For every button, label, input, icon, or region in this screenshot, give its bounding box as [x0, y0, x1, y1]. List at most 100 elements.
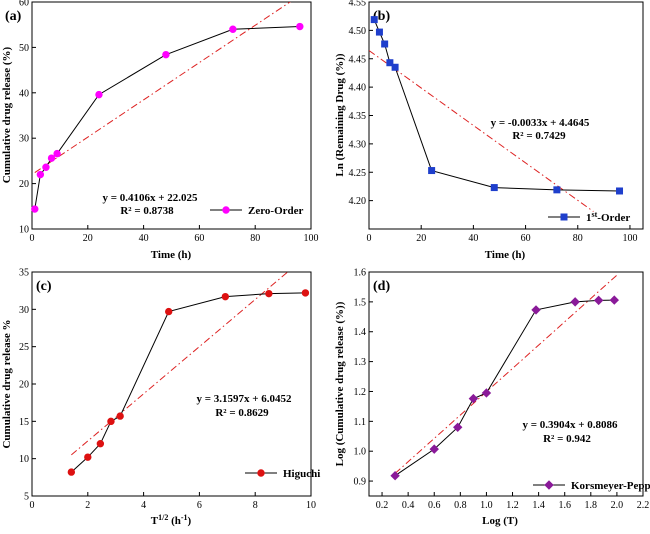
y-tick-label: 10: [19, 454, 29, 465]
y-tick-label: 4.20: [349, 196, 367, 207]
x-tick-label: 100: [304, 233, 319, 244]
plot-frame: [31, 1, 312, 230]
data-point: [481, 388, 492, 398]
y-tick-label: 40: [19, 88, 29, 99]
y-tick-label: 4.25: [349, 168, 367, 179]
y-tick-label: 1.4: [354, 327, 367, 338]
data-point: [116, 412, 124, 420]
x-axis-label: Log (T): [482, 515, 518, 527]
data-point: [570, 297, 580, 307]
data-point: [429, 444, 439, 454]
x-axis-label: Time (h): [485, 249, 526, 261]
panel-d: 0.2 0.4 0.6 0.8 1.0 1.2 1.4 1.6 1.8 2.0 2.2 0.9 1.0 1…: [334, 268, 650, 528]
data-point: [31, 205, 39, 213]
fit-r-squared: R² = 0.7429: [512, 130, 566, 142]
y-tick-label: 4.30: [349, 139, 367, 150]
fit-equation: y = 3.1597x + 6.0452: [196, 393, 292, 405]
legend-marker: [560, 213, 568, 221]
data-point: [265, 289, 273, 298]
x-tick-label: 0: [30, 233, 35, 244]
legend-marker: [257, 469, 265, 477]
y-tick-label: 20: [19, 179, 29, 190]
fit-equation: y = 0.4106x + 22.025: [102, 192, 198, 204]
plot-frame: [368, 1, 644, 230]
data-point: [375, 28, 383, 36]
legend: 1st-Order: [548, 210, 630, 224]
x-tick-label: 60: [194, 233, 204, 244]
y-tick-label: 1.2: [354, 387, 367, 398]
y-tick-label: 0.9: [354, 477, 367, 488]
x-tick-label: 80: [573, 233, 583, 244]
y-tick-label: 25: [19, 342, 29, 353]
x-tick-label: 1.4: [532, 500, 545, 511]
data-point: [229, 25, 237, 33]
panel-label: (a): [5, 9, 22, 24]
data-point: [162, 50, 170, 59]
y-tick-label: 1.6: [354, 268, 367, 279]
y-tick-label: 30: [19, 305, 29, 316]
data-point: [96, 440, 105, 448]
x-tick-label: 6: [197, 500, 202, 511]
fit-line: [369, 50, 594, 212]
x-tick-label: 0.2: [376, 500, 389, 511]
x-tick-label: 0: [367, 233, 372, 244]
y-tick-label: 1.3: [354, 357, 367, 368]
legend-label: 1st-Order: [586, 210, 630, 224]
data-point: [390, 470, 400, 481]
legend-label: Zero-Order: [248, 205, 304, 217]
x-tick-label: 0.8: [454, 500, 467, 511]
legend-marker: [544, 480, 554, 490]
x-tick-label: 10: [306, 500, 316, 511]
data-point: [221, 292, 230, 301]
panel-b: 0 20 40 60 80 100 4.20 4.25 4.30 4.35 4.40 4.45 4.50…: [334, 0, 644, 261]
x-tick-label: 60: [521, 233, 531, 244]
y-axis-label: Ln (Remaining Drug (%)): [334, 53, 346, 176]
panel-label: (c): [36, 279, 52, 294]
data-point: [370, 16, 378, 24]
panel-c: 0 2 4 6 8 10 5 10 15 20 25 30 35 T1/2 (h-1) Cumulative…: [1, 268, 320, 528]
y-tick-label: 50: [19, 43, 29, 54]
x-tick-label: 2.2: [637, 500, 650, 511]
x-tick-label: 2: [85, 500, 90, 511]
data-point: [84, 453, 92, 461]
panel-label: (d): [373, 279, 390, 294]
y-tick-label: 4.45: [349, 54, 367, 65]
data-point: [490, 184, 498, 192]
x-tick-label: 80: [250, 233, 260, 244]
x-tick-label: 4: [141, 500, 146, 511]
data-point: [468, 393, 479, 404]
x-tick-label: 20: [416, 233, 426, 244]
legend-label: Korsmeyer-Peppas: [571, 480, 650, 492]
data-point: [107, 417, 115, 426]
data-point: [47, 154, 56, 162]
fit-equation: y = -0.0033x + 4.4645: [491, 117, 590, 129]
x-tick-label: 40: [468, 233, 478, 244]
series-line: [394, 299, 615, 477]
fit-r-squared: R² = 0.8629: [215, 407, 269, 419]
data-point: [165, 307, 173, 316]
y-tick-label: 5: [24, 492, 29, 503]
data-point: [616, 187, 624, 195]
y-tick-label: 1.5: [354, 297, 367, 308]
y-axis-label: Log (Cumulative drug release (%)): [334, 301, 346, 466]
data-point: [428, 167, 436, 175]
data-point: [95, 90, 103, 99]
x-tick-label: 40: [139, 233, 149, 244]
data-point: [42, 163, 50, 171]
x-tick-label: 1.6: [558, 500, 571, 511]
fit-equation: y = 0.3904x + 0.8086: [522, 419, 618, 431]
fit-line: [394, 274, 618, 474]
fit-r-squared: R² = 0.942: [543, 433, 591, 445]
x-tick-label: 1.0: [480, 500, 493, 511]
y-tick-label: 1.0: [354, 447, 367, 458]
series-line: [71, 292, 306, 473]
x-tick-label: 1.2: [506, 500, 519, 511]
data-point: [36, 170, 45, 179]
y-tick-label: 10: [19, 225, 29, 236]
data-point: [296, 22, 304, 31]
legend: Zero-Order: [210, 205, 304, 217]
data-point: [593, 295, 604, 306]
data-point: [391, 63, 399, 71]
